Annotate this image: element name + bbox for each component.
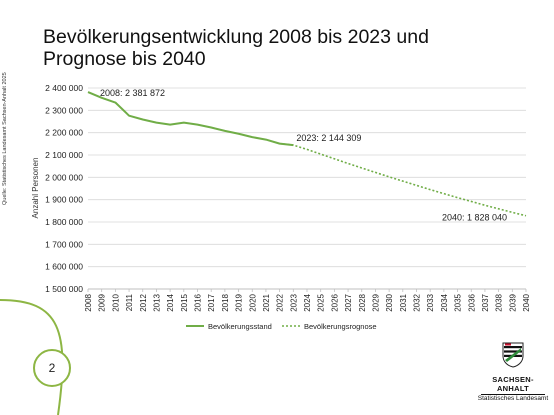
x-tick-label: 2036 xyxy=(467,293,476,311)
grid-lines xyxy=(88,87,526,290)
x-axis-ticks: 2008 2009 2010 2011 2012 2013 2014 2015 2016 2017… xyxy=(84,289,531,312)
x-tick-label: 2013 xyxy=(152,293,161,311)
x-tick-label: 2040 xyxy=(522,293,531,311)
x-tick-label: 2011 xyxy=(125,293,134,311)
x-tick-label: 2009 xyxy=(98,293,107,311)
legend-label: Bevölkerungsstand xyxy=(208,322,272,331)
y-tick-label: 2 200 000 xyxy=(45,128,83,138)
logo: SACHSEN-ANHALT xyxy=(478,342,548,396)
data-label: 2040: 1 828 040 xyxy=(442,213,507,223)
x-tick-label: 2030 xyxy=(385,293,394,311)
logo-state-name: SACHSEN-ANHALT xyxy=(492,375,534,393)
x-tick-label: 2031 xyxy=(399,293,408,311)
x-tick-label: 2028 xyxy=(358,293,367,311)
x-tick-label: 2018 xyxy=(221,293,230,311)
x-tick-label: 2021 xyxy=(262,293,271,311)
x-tick-label: 2020 xyxy=(248,293,257,311)
x-tick-label: 2032 xyxy=(413,293,422,311)
x-tick-label: 2039 xyxy=(508,293,517,311)
x-tick-label: 2014 xyxy=(166,293,175,311)
x-tick-label: 2008 xyxy=(84,293,93,311)
y-tick-label: 1 800 000 xyxy=(45,217,83,227)
x-tick-label: 2015 xyxy=(180,293,189,311)
x-tick-label: 2035 xyxy=(454,293,463,311)
x-tick-label: 2037 xyxy=(481,293,490,311)
x-tick-label: 2019 xyxy=(235,293,244,311)
logo-divider xyxy=(481,394,545,395)
x-tick-label: 2026 xyxy=(330,293,339,311)
y-axis-ticks: 1 500 000 1 600 000 1 700 000 1 800 000 1 90… xyxy=(45,83,83,294)
data-label: 2008: 2 381 872 xyxy=(100,88,165,98)
legend: Bevölkerungsstand Bevölkerungsrognose xyxy=(186,322,377,331)
y-tick-label: 2 000 000 xyxy=(45,172,83,182)
x-tick-label: 2038 xyxy=(495,293,504,311)
logo-office-name: Statistisches Landesamt xyxy=(477,395,549,402)
x-tick-label: 2034 xyxy=(440,293,449,311)
x-tick-label: 2022 xyxy=(276,293,285,311)
x-tick-label: 2025 xyxy=(317,293,326,311)
series-lines xyxy=(87,91,527,217)
legend-label: Bevölkerungsrognose xyxy=(304,322,377,331)
x-tick-label: 2010 xyxy=(111,293,120,311)
series-line-forecast xyxy=(279,142,527,217)
y-tick-label: 2 100 000 xyxy=(45,150,83,160)
x-tick-label: 2029 xyxy=(371,293,380,311)
y-axis-label: Anzahl Personen xyxy=(31,158,40,219)
data-label: 2023: 2 144 309 xyxy=(296,133,361,143)
series-line-actual xyxy=(87,91,294,147)
y-tick-label: 2 400 000 xyxy=(45,83,83,93)
y-tick-label: 1 500 000 xyxy=(45,284,83,294)
x-tick-label: 2027 xyxy=(344,293,353,311)
coat-of-arms-icon xyxy=(502,342,524,368)
y-tick-label: 1 600 000 xyxy=(45,262,83,272)
x-tick-label: 2016 xyxy=(194,293,203,311)
annotations: 2008: 2 381 872 2023: 2 144 309 2040: 1 82… xyxy=(100,88,507,223)
x-tick-label: 2012 xyxy=(139,293,148,311)
x-tick-label: 2033 xyxy=(426,293,435,311)
x-tick-label: 2024 xyxy=(303,293,312,311)
y-tick-label: 1 700 000 xyxy=(45,239,83,249)
x-tick-label: 2023 xyxy=(289,293,298,311)
y-tick-label: 1 900 000 xyxy=(45,195,83,205)
x-tick-label: 2017 xyxy=(207,293,216,311)
page-number: 2 xyxy=(33,349,71,387)
chart-title: Bevölkerungsentwicklung 2008 bis 2023 un… xyxy=(43,26,429,70)
y-tick-label: 2 300 000 xyxy=(45,105,83,115)
